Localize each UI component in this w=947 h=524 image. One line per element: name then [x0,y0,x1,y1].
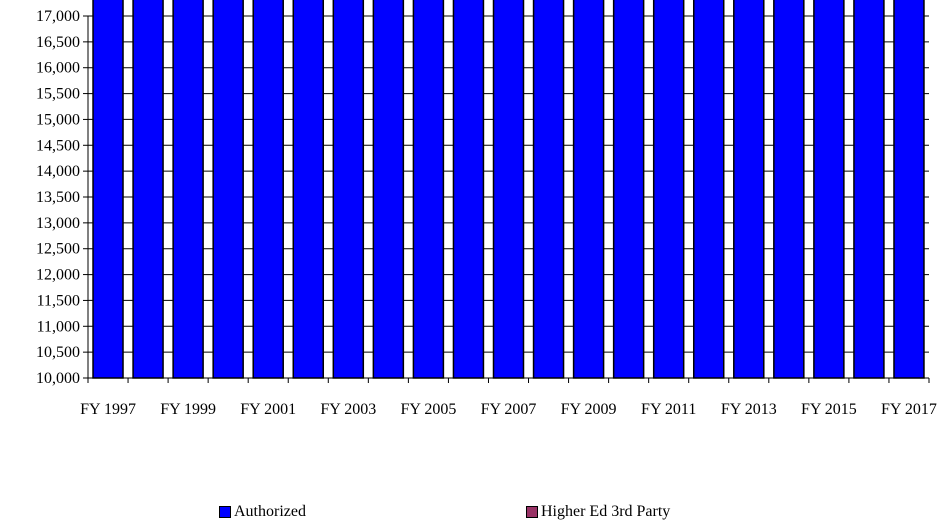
x-tick-label: FY 2003 [320,401,376,418]
x-tick-label: FY 2013 [721,401,777,418]
x-tick-label: FY 2005 [400,401,456,418]
legend-item-authorized: Authorized [219,504,306,520]
y-tick-label: 14,500 [36,137,80,154]
x-tick-labels: FY 1997 FY 1999 FY 2001 FY 2003 FY 2005 FY 20… [80,401,937,418]
x-tick-label: FY 2009 [561,401,617,418]
bar-authorized-fy-2003 [332,0,365,379]
y-tick-label: 11,500 [37,292,80,309]
bar-authorized-fy-2006 [452,0,485,379]
bar-authorized-fy-2016 [853,0,885,379]
bar-authorized-fy-2009 [572,0,605,379]
bar-authorized-fy-1999 [172,0,204,379]
y-tick-labels: 10,000 10,500 11,000 11,500 12,000 12,500 13,0… [36,8,80,387]
bar-authorized-fy-2005 [412,0,445,379]
legend-label-authorized: Authorized [234,503,306,520]
x-tick-label: FY 2015 [801,401,857,418]
bar-authorized-fy-2012 [692,0,725,379]
bar-authorized-fy-2014 [773,0,805,379]
x-tick-label: FY 2017 [881,401,937,418]
legend-swatch-higher-ed [526,506,538,518]
y-tick-label: 10,000 [36,370,80,387]
y-tick-label: 11,000 [37,318,80,335]
y-tick-label: 12,000 [36,267,80,284]
y-tick-label: 15,500 [36,86,80,103]
y-tick-label: 13,500 [36,189,80,206]
bar-authorized-fy-2007 [492,0,525,379]
y-tick-label: 12,500 [36,241,80,258]
bar-authorized-fy-2008 [532,0,565,379]
bar-authorized-fy-2017 [893,0,925,379]
y-tick-label: 17,000 [36,8,80,25]
legend-swatch-authorized [219,506,231,518]
axes [87,16,930,383]
bar-authorized-fy-2010 [612,0,645,379]
bar-authorized-fy-2015 [813,0,845,379]
y-tick-label: 13,000 [36,215,80,232]
bar-authorized-fy-2013 [733,0,765,379]
y-tick-label: 14,000 [36,163,80,180]
bar-authorized-fy-2002 [292,0,325,379]
bar-authorized-fy-1998 [132,0,164,379]
y-tick-label: 16,500 [36,34,80,51]
y-tick-label: 10,500 [36,344,80,361]
legend-item-higher-ed: Higher Ed 3rd Party [526,504,670,520]
x-tick-label: FY 2001 [240,401,296,418]
x-tick-label: FY 1997 [80,401,136,418]
y-tick-label: 15,000 [36,111,80,128]
bar-authorized-fy-1997 [92,0,124,379]
legend-label-higher-ed: Higher Ed 3rd Party [541,503,671,520]
bar-authorized-fy-2004 [372,0,405,379]
x-tick-label: FY 2011 [641,401,696,418]
x-tick-label: FY 1999 [160,401,216,418]
y-tick-label: 16,000 [36,60,80,77]
bar-authorized-fy-2011 [652,0,685,379]
bars [92,0,925,379]
bar-authorized-fy-2000 [212,0,244,379]
bar-authorized-fy-2001 [252,0,284,379]
x-tick-label: FY 2007 [481,401,537,418]
